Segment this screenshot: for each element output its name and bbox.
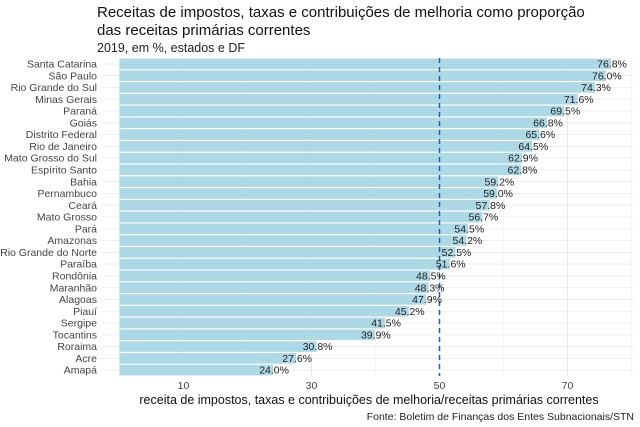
chart-subtitle: 2019, em %, estados e DF [97,41,245,55]
bar-value-label: 57.8% [476,200,506,212]
chart-title-line-2: das receitas primárias correntes [97,22,310,39]
category-label: Espírito Santo [31,164,97,176]
bar-value-label: 59.2% [484,176,514,188]
bar [119,341,317,352]
category-label: Pernambuco [37,188,97,200]
bar-value-label: 65.6% [525,129,555,141]
bar-value-label: 54.5% [454,223,484,235]
bar-value-label: 48.5% [416,270,446,282]
category-label: Goiás [70,117,97,129]
bar [119,282,429,293]
category-label: Amapá [64,365,97,377]
bar [119,141,533,152]
category-label: Mato Grosso do Sul [4,153,97,165]
bar-value-label: 71.6% [564,94,594,106]
x-tick-label: 70 [562,380,574,392]
category-label: Maranhão [50,282,97,294]
bar [119,176,499,187]
x-tick-label: 50 [434,380,446,392]
bar [119,105,565,117]
category-label: Rio de Janeiro [29,141,97,153]
bar-value-label: 56.7% [468,212,498,224]
category-label: Alagoas [59,294,97,306]
bar-value-label: 48.3% [415,282,445,294]
bar [119,270,430,282]
category-label: Rio Grande do Sul [11,82,97,94]
x-axis-label: receita de impostos, taxas e contribuiçõ… [139,393,598,407]
bar [119,164,522,176]
category-label: Santa Catarina [27,58,97,70]
category-label: Minas Gerais [35,94,97,106]
category-label: Rondônia [52,270,97,282]
bar [119,258,450,270]
bar-value-label: 45.2% [395,306,425,318]
bar-value-label: 52.5% [442,247,472,259]
x-tick-label: 30 [306,380,318,392]
bar [119,211,483,223]
category-label: Bahia [70,176,97,188]
bar [119,129,540,140]
bar [119,188,498,199]
bar-value-label: 62.8% [508,164,538,176]
bar [119,353,297,364]
category-label: Ceará [68,200,97,212]
category-label: Paraíba [60,259,97,271]
bar [119,152,523,164]
category-label: Piauí [73,306,97,318]
bar-value-label: 69.5% [550,106,580,118]
category-label: Tocantins [53,329,97,341]
bar-value-label: 51.6% [436,259,466,271]
category-label: Rio Grande do Norte [0,247,97,259]
bar-value-label: 47.9% [412,294,442,306]
category-label: Paraná [63,106,97,118]
bar [119,199,490,211]
bar [119,58,612,70]
bar-value-label: 27.6% [282,353,312,365]
bar [119,93,578,105]
bar [119,364,274,376]
bar [119,247,456,258]
bar [119,235,467,246]
bar [119,82,596,93]
bar [119,70,606,81]
bar [119,329,375,341]
chart-title-line-1: Receitas de impostos, taxas e contribuiç… [97,4,585,21]
x-tick-labels: 10 30 50 70 [178,380,574,392]
bars [119,58,612,376]
category-label: São Paulo [49,70,98,82]
bar-value-label: 66.8% [533,117,563,129]
bar-value-label: 76.0% [592,70,622,82]
category-label: Mato Grosso [37,212,97,224]
bar-value-label: 39.9% [361,329,391,341]
bar-value-label: 62.9% [508,153,538,165]
bar-value-label: 64.5% [518,141,548,153]
bar-value-label: 41.5% [371,318,401,330]
category-label: Roraima [57,341,97,353]
bar-value-label: 54.2% [452,235,482,247]
category-label: Acre [75,353,97,365]
bar-value-label: 30.8% [303,341,333,353]
category-label: Amazonas [47,235,97,247]
bar-value-label: 74.3% [581,82,611,94]
bar [119,305,409,317]
bar [119,317,386,329]
bar [119,294,427,305]
bar [119,223,469,235]
category-label: Pará [75,223,97,235]
bar-value-label: 76.8% [597,58,627,70]
bar-value-label: 59.0% [483,188,513,200]
bar-value-label: 24.0% [259,365,289,377]
bar [119,117,548,129]
x-tick-label: 10 [178,380,190,392]
category-label: Sergipe [61,318,97,330]
value-labels: 76.8%76.0%74.3%71.6%69.5%66.8%65.6%64.5%… [259,58,627,376]
chart-caption: Fonte: Boletim de Finanças dos Entes Sub… [367,411,634,423]
category-label: Distrito Federal [26,129,97,141]
